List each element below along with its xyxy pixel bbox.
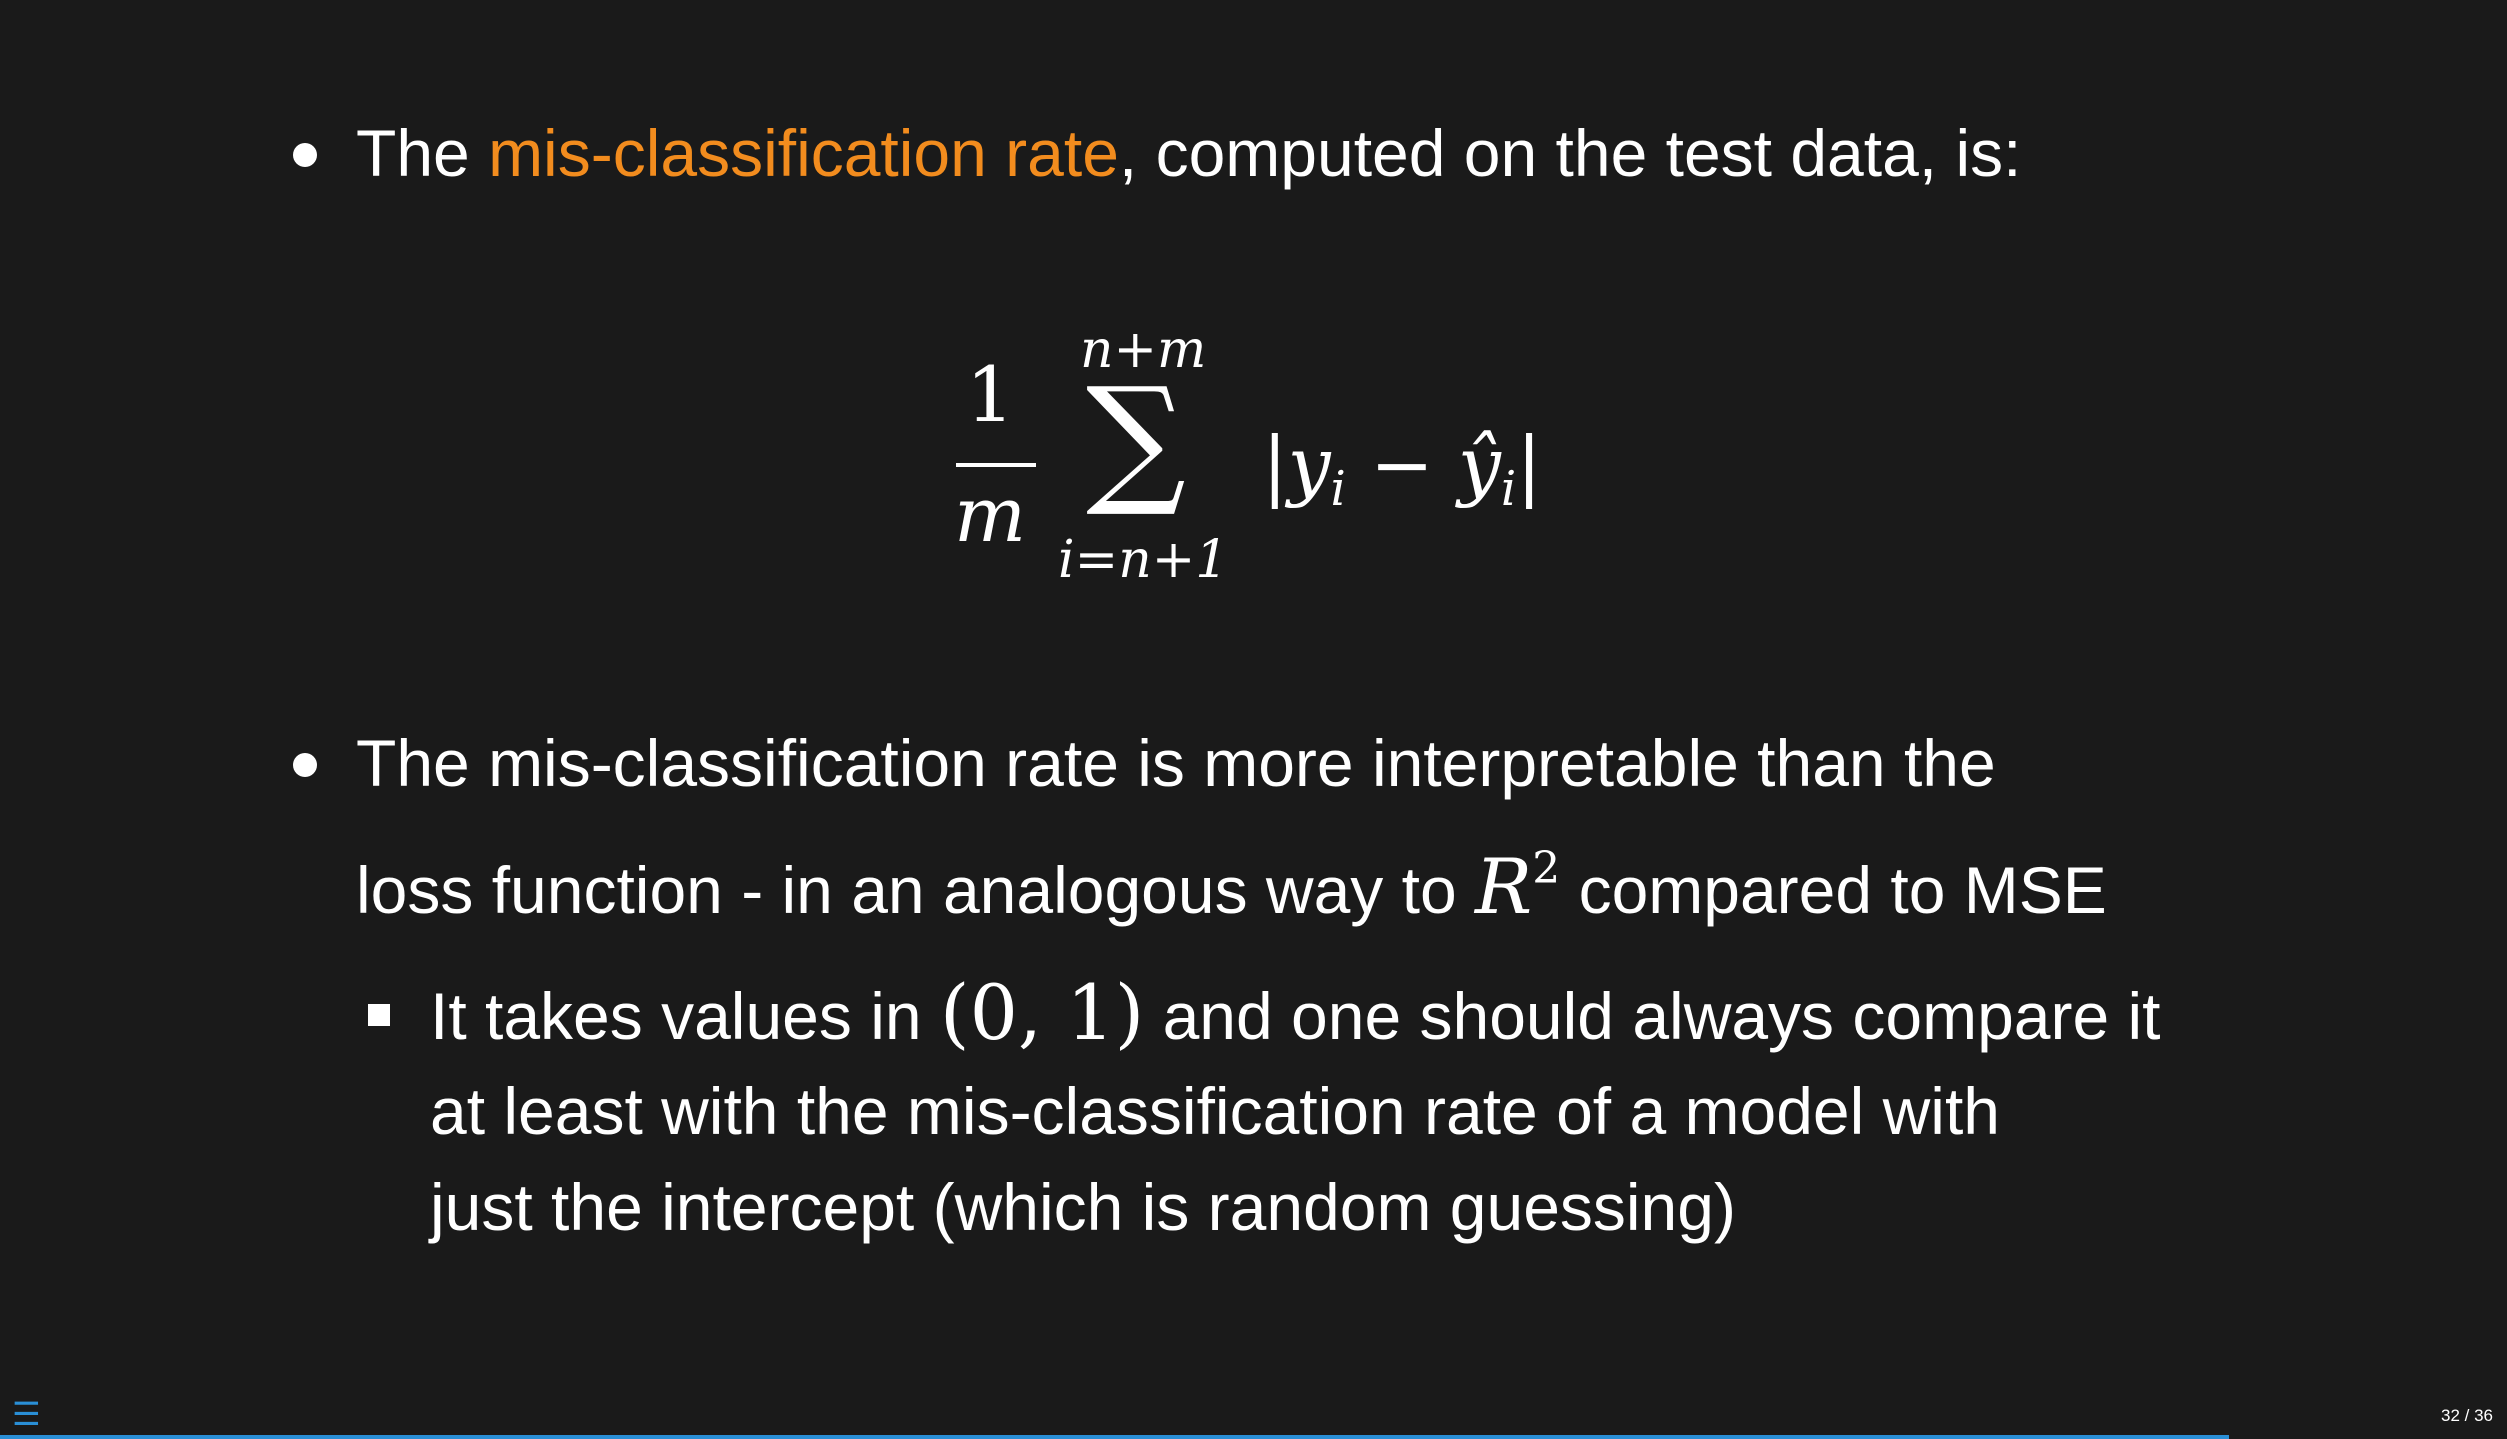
menu-icon[interactable]: ☰ — [12, 1396, 41, 1432]
sub-bullet-line-3: just the intercept (which is random gues… — [430, 1170, 1736, 1244]
progress-bar-fill — [0, 1435, 2229, 1439]
y-variable: y — [1287, 420, 1331, 509]
fraction-bar — [956, 463, 1036, 467]
abs-open: | — [1262, 420, 1288, 509]
bullet-dot — [293, 143, 317, 167]
sub-bullet-line-1-after: and one should always compare it — [1144, 979, 2161, 1053]
bullet-dot — [293, 753, 317, 777]
fraction-denominator: m — [954, 470, 1027, 559]
bullet-2-line-2-before: loss function - in an analogous way to — [356, 853, 1476, 927]
sum-lower-limit: i=n+1 — [1058, 530, 1228, 590]
fraction-numerator: 1 — [966, 350, 1015, 439]
minus-sign: − — [1345, 420, 1458, 509]
summand: |yi − ŷi| — [1262, 420, 1542, 517]
sub-bullet-square — [368, 1004, 390, 1026]
r-squared-exponent: 2 — [1532, 843, 1561, 894]
y-hat-variable: ŷ — [1457, 420, 1501, 509]
bullet-1-before: The — [356, 116, 489, 190]
r-squared-symbol: R — [1475, 842, 1533, 931]
progress-bar — [0, 1435, 2507, 1439]
bullet-1-after: , computed on the test data, is: — [1118, 116, 2022, 190]
sum-symbol: ∑ — [1086, 358, 1186, 521]
page-indicator: 32 / 36 — [2441, 1406, 2493, 1425]
bullet-2-line-2: loss function - in an analogous way to R… — [356, 816, 2107, 943]
bullet-2-line-1: The mis-classification rate is more inte… — [356, 726, 1996, 800]
interval-expression: (0, 1) — [939, 968, 1145, 1057]
y-subscript: i — [1330, 461, 1346, 517]
sub-bullet-line-1-before: It takes values in — [430, 979, 940, 1053]
abs-close: | — [1516, 420, 1542, 509]
bullet-2-line-2-after: compared to MSE — [1560, 853, 2107, 927]
sub-bullet-line-1: It takes values in (0, 1) and one should… — [430, 960, 2161, 1069]
bullet-1-text: The mis-classification rate, computed on… — [356, 100, 2021, 206]
y-hat-subscript: i — [1500, 461, 1517, 517]
sub-bullet-line-2: at least with the mis-classification rat… — [430, 1074, 2000, 1148]
misclassification-formula: 1 m n+m ∑ i=n+1 |yi − ŷi| — [940, 320, 1580, 610]
mis-classification-rate-term: mis-classification rate — [488, 116, 1119, 190]
sum-upper-limit: n+m — [1080, 320, 1207, 380]
sum-lower-expression: i=n+1 — [1058, 530, 1229, 590]
